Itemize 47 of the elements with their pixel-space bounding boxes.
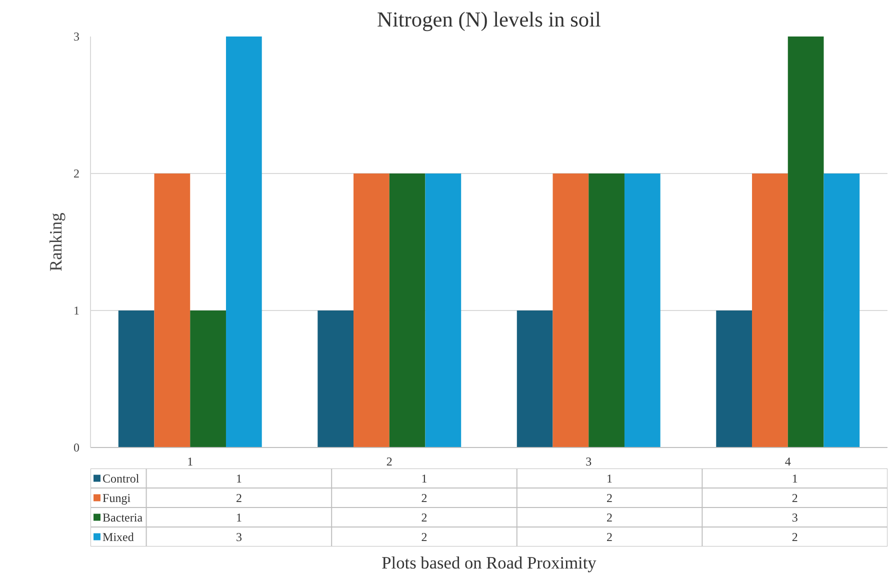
bar: [588, 174, 624, 448]
y-tick-label: 2: [74, 166, 80, 180]
bar: [318, 310, 354, 448]
data-label: 2: [421, 510, 428, 524]
legend-label: Control: [102, 471, 140, 486]
y-tick-label: 3: [74, 30, 80, 44]
data-label: 2: [421, 530, 428, 544]
bar: [552, 174, 589, 448]
legend-label: Mixed: [102, 530, 134, 544]
bar: [716, 310, 752, 448]
bar: [824, 174, 860, 448]
bar: [516, 310, 553, 448]
bar: [788, 36, 824, 448]
data-label: 2: [792, 530, 798, 544]
y-tick-label: 0: [74, 440, 80, 454]
bar: [624, 174, 660, 448]
data-label: 2: [606, 490, 613, 505]
data-label: 1: [606, 471, 613, 486]
bar: [354, 174, 390, 448]
data-label: 2: [792, 490, 798, 505]
data-label: 3: [236, 530, 242, 544]
bar: [752, 174, 788, 448]
y-axis-title: Ranking: [46, 212, 66, 272]
x-tick-label: 2: [386, 454, 392, 468]
x-tick-label: 4: [784, 454, 791, 468]
bar: [389, 174, 426, 448]
y-tick-label: 1: [74, 304, 80, 318]
chart-title: Nitrogen (N) levels in soil: [377, 8, 602, 32]
bar: [226, 36, 262, 448]
data-label: 1: [236, 471, 242, 486]
data-label: 1: [236, 510, 242, 524]
data-label: 2: [236, 490, 242, 505]
x-tick-label: 3: [586, 454, 592, 468]
bar: [190, 310, 226, 448]
legend-label: Bacteria: [102, 510, 144, 524]
data-label: 2: [606, 530, 613, 544]
bar: [154, 174, 190, 448]
x-axis-title: Plots based on Road Proximity: [382, 554, 597, 572]
data-label: 2: [421, 490, 428, 505]
data-label: 2: [606, 510, 613, 524]
data-label: 1: [792, 471, 798, 486]
x-tick-label: 1: [187, 454, 194, 468]
bar: [118, 310, 154, 448]
data-label: 1: [421, 471, 428, 486]
legend-label: Fungi: [102, 490, 132, 505]
bar: [425, 174, 462, 448]
data-label: 3: [792, 510, 798, 524]
